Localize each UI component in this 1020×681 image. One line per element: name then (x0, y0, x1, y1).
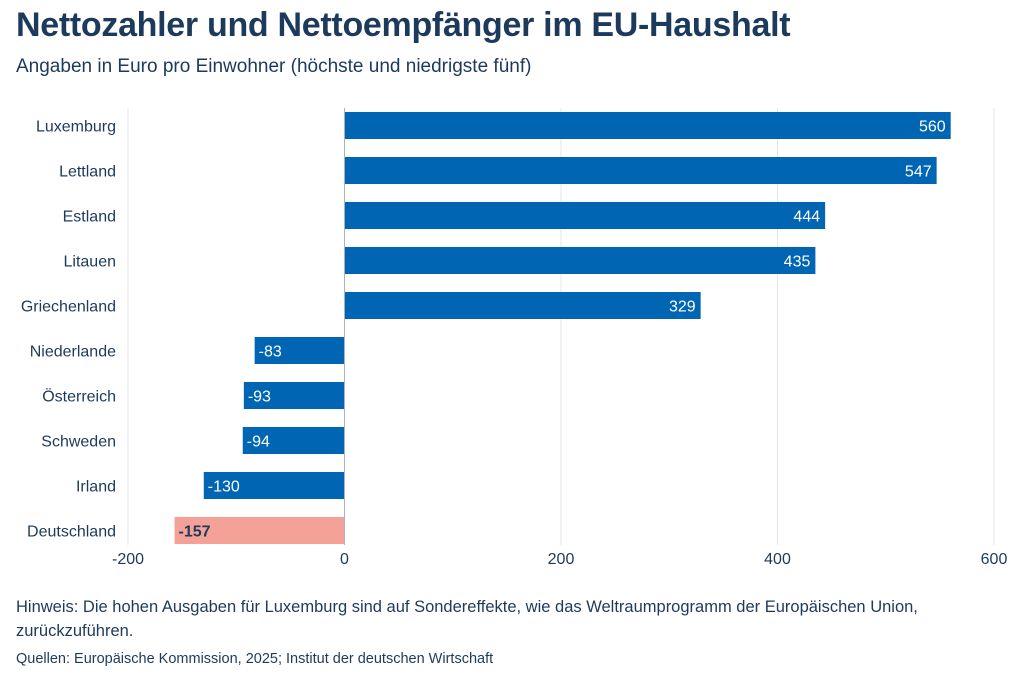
category-label: Estland (63, 209, 116, 226)
data-label: 444 (793, 209, 820, 226)
category-label: Österreich (42, 388, 116, 406)
bar (203, 472, 345, 499)
bar (174, 517, 345, 544)
chart-source: Quellen: Europäische Kommission, 2025; I… (16, 651, 494, 667)
bar (344, 112, 951, 139)
category-label: Schweden (41, 434, 116, 451)
data-label: 547 (905, 164, 932, 181)
data-label: 435 (784, 254, 811, 271)
category-label: Luxemburg (36, 119, 116, 136)
bar (344, 202, 826, 229)
data-label: -93 (248, 389, 271, 406)
bar (254, 337, 345, 364)
data-label: -94 (247, 434, 270, 451)
category-label: Irland (76, 479, 116, 496)
bar (242, 427, 345, 454)
data-label: 329 (669, 299, 696, 316)
category-label: Litauen (64, 254, 117, 271)
x-tick-label: 600 (981, 551, 1008, 568)
bar (344, 292, 701, 319)
x-tick-label: -200 (112, 551, 144, 568)
data-label: -130 (208, 479, 240, 496)
bar (344, 157, 937, 184)
bar (243, 382, 345, 409)
chart-title: Nettozahler und Nettoempfänger im EU-Hau… (16, 6, 791, 44)
bar (344, 247, 816, 274)
bar-chart: -200 0 200 400 600 Luxemburg 560 Lettland 547 Est… (21, 108, 1008, 568)
category-label: Deutschland (27, 524, 116, 541)
data-label: 560 (919, 119, 946, 136)
category-label: Lettland (59, 164, 116, 181)
data-label: -83 (259, 344, 282, 361)
x-tick-label: 0 (340, 551, 349, 568)
data-label: -157 (179, 524, 211, 541)
x-tick-label: 200 (548, 551, 575, 568)
category-label: Griechenland (21, 299, 116, 316)
x-tick-label: 400 (764, 551, 791, 568)
chart-note: Hinweis: Die hohen Ausgaben für Luxembur… (16, 598, 918, 640)
category-label: Niederlande (30, 344, 116, 361)
chart-subtitle: Angaben in Euro pro Einwohner (höchste u… (16, 56, 532, 77)
